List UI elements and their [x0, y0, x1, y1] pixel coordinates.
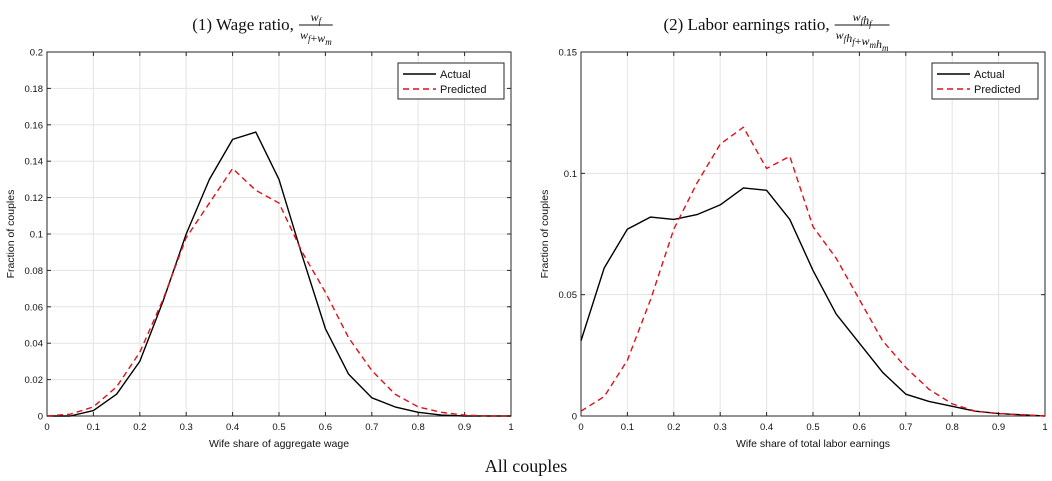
x-tick-label: 0.5: [272, 422, 285, 433]
legend-label-actual: Actual: [440, 69, 471, 81]
legend-label-predicted: Predicted: [974, 84, 1020, 96]
y-tick-label: 0.14: [25, 157, 44, 168]
legend-box: [397, 62, 505, 100]
x-tick-label: 1: [508, 422, 513, 433]
y-tick-label: 0.05: [559, 290, 578, 301]
title-fraction-numerator: wf: [311, 10, 323, 26]
x-tick-label: 0.8: [946, 422, 959, 433]
y-tick-label: 0: [38, 412, 43, 423]
y-tick-label: 0.12: [25, 193, 44, 204]
x-tick-label: 0.9: [458, 422, 471, 433]
figure-caption: All couples: [485, 456, 568, 476]
x-axis-label: Wife share of total labor earnings: [736, 438, 890, 450]
x-tick-label: 0: [578, 422, 583, 433]
y-tick-label: 0.16: [25, 120, 44, 131]
title-fraction-denominator: wfhf+wmhm: [836, 28, 889, 53]
y-tick-label: 0.1: [30, 230, 43, 241]
y-tick-label: 0.02: [25, 375, 44, 386]
x-tick-label: 1: [1042, 422, 1047, 433]
legend-label-predicted: Predicted: [440, 84, 486, 96]
y-tick-label: 0.08: [25, 266, 44, 277]
x-tick-label: 0.7: [365, 422, 378, 433]
y-tick-label: 0.15: [559, 48, 578, 59]
series-line-actual: [47, 131, 511, 417]
x-tick-label: 0.3: [180, 422, 193, 433]
y-tick-label: 0.04: [25, 339, 44, 350]
legend-label-actual: Actual: [974, 69, 1005, 81]
y-tick-label: 0: [572, 412, 577, 423]
legend-box: [931, 62, 1039, 100]
x-tick-label: 0.7: [899, 422, 912, 433]
y-tick-label: 0.1: [564, 169, 577, 180]
series-line-predicted: [46, 167, 511, 417]
x-tick-label: 0.6: [853, 422, 866, 433]
legend: Actual Predicted: [931, 62, 1039, 100]
y-axis-label: Fraction of couples: [539, 190, 551, 279]
x-tick-label: 0.2: [133, 422, 146, 433]
x-tick-label: 0.5: [806, 422, 819, 433]
y-tick-label: 0.18: [25, 84, 44, 95]
x-tick-label: 0: [44, 422, 49, 433]
title-fraction-denominator: wf+wm: [300, 28, 332, 47]
y-tick-label: 0.06: [25, 302, 44, 313]
title-fraction-numerator: wfhf: [853, 10, 874, 29]
y-tick-label: 0.2: [30, 48, 43, 59]
chart-panel-wage-ratio: 0 0.1 0.2 0.3 0.4 0.5 0.6 0.7 0.8 0.9 1 0 0.02 0.04 0.…: [5, 10, 514, 450]
y-axis-label: Fraction of couples: [5, 190, 17, 279]
x-tick-label: 0.1: [87, 422, 100, 433]
x-tick-label: 0.1: [621, 422, 634, 433]
x-tick-label: 0.6: [319, 422, 332, 433]
legend: Actual Predicted: [397, 62, 505, 100]
x-tick-label: 0.4: [760, 422, 773, 433]
x-tick-label: 0.3: [714, 422, 727, 433]
x-tick-label: 0.8: [412, 422, 425, 433]
chart-panel-labor-earnings-ratio: 0 0.1 0.2 0.3 0.4 0.5 0.6 0.7 0.8 0.9 1 0 0.05 0.1 0.1…: [539, 10, 1048, 450]
series-line-predicted: [580, 126, 1046, 417]
x-axis-label: Wife share of aggregate wage: [209, 438, 349, 450]
x-tick-label: 0.2: [667, 422, 680, 433]
x-tick-label: 0.9: [992, 422, 1005, 433]
x-tick-label: 0.4: [226, 422, 239, 433]
chart-title: (1) Wage ratio,: [192, 15, 294, 34]
chart-title: (2) Labor earnings ratio,: [663, 15, 829, 34]
series-line-actual: [580, 187, 1046, 417]
